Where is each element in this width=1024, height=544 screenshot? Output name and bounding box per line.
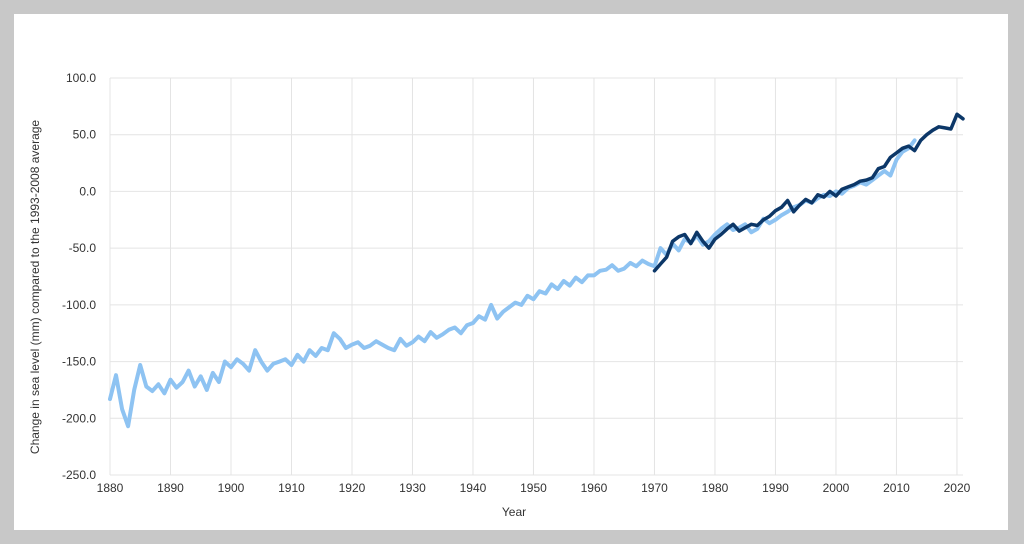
y-tick-label: -100.0 (62, 298, 96, 312)
x-tick-label: 1980 (702, 481, 729, 495)
x-tick-label: 2000 (823, 481, 850, 495)
gridlines (109, 77, 963, 476)
y-tick-label: 100.0 (66, 71, 96, 85)
x-tick-label: 1890 (157, 481, 184, 495)
y-axis-title: Change in sea level (mm) compared to the… (28, 120, 42, 455)
x-tick-label: 1880 (97, 481, 124, 495)
x-tick-label: 1930 (399, 481, 426, 495)
x-tick-label: 1940 (460, 481, 487, 495)
series-layer (108, 112, 965, 429)
series-line-light (108, 138, 917, 429)
x-tick-label: 1970 (641, 481, 668, 495)
y-tick-label: -150.0 (62, 355, 96, 369)
y-tick-label: 0.0 (79, 184, 96, 198)
y-tick-label: -200.0 (62, 411, 96, 425)
x-tick-label: 2020 (944, 481, 971, 495)
x-tick-label: 1960 (581, 481, 608, 495)
y-axis-ticks: 100.0 50.0 0.0 -50.0 -100.0 -150.0 -200.0 -250.… (62, 71, 96, 482)
sea-level-chart: 1880 1890 1900 1910 1920 1930 1940 1950 1960 1970… (28, 71, 971, 519)
y-tick-label: 50.0 (73, 128, 97, 142)
x-tick-label: 1990 (762, 481, 789, 495)
x-tick-label: 2010 (883, 481, 910, 495)
x-tick-label: 1920 (339, 481, 366, 495)
series-line-dark (652, 112, 965, 273)
x-tick-label: 1900 (218, 481, 245, 495)
x-tick-label: 1910 (278, 481, 305, 495)
x-axis-ticks: 1880 1890 1900 1910 1920 1930 1940 1950 1960 1970… (97, 481, 971, 495)
x-tick-label: 1950 (520, 481, 547, 495)
x-axis-title: Year (502, 505, 526, 519)
chart-frame: 1880 1890 1900 1910 1920 1930 1940 1950 1960 1970… (14, 14, 1008, 530)
y-tick-label: -50.0 (69, 241, 97, 255)
y-tick-label: -250.0 (62, 468, 96, 482)
